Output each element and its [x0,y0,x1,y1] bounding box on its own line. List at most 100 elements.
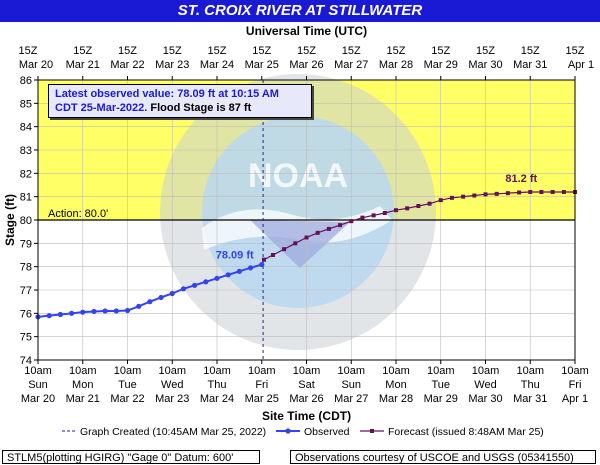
forecast-point [438,198,443,203]
cdt-tick-time: 10am [248,365,276,377]
legend: Graph Created (10:45AM Mar 25, 2022) Obse… [62,426,544,438]
forecast-point [505,191,510,196]
forecast-point [360,215,365,220]
forecast-point [338,223,343,228]
legend-created-label: Graph Created (10:45AM Mar 25, 2022) [80,426,266,438]
utc-tick-date: Mar 28 [379,59,413,71]
cdt-tick-day: Sun [341,379,361,391]
cdt-tick-time: 10am [114,365,142,377]
observed-point [57,311,63,318]
cdt-tick-date: Mar 31 [513,393,547,405]
observation-line-1: Latest observed value: 78.09 ft at 10:15… [55,88,279,100]
utc-tick-date: Mar 23 [155,59,189,71]
y-tick-label: 77 [20,285,32,297]
forecast-point [449,195,454,200]
utc-tick-label: 15Z [163,45,182,57]
cdt-tick-date: Mar 26 [289,393,323,405]
forecast-point [494,191,499,196]
utc-tick-date: Mar 24 [200,59,234,71]
y-tick-label: 78 [20,262,32,274]
observed-point [247,265,254,271]
footer-datum: STLM5(plotting HGIRG) "Gage 0" Datum: 60… [2,450,260,464]
observed-point [102,308,108,314]
cdt-tick-time: 10am [69,365,97,377]
forecast-point [304,235,309,240]
utc-tick-label: 15Z [118,45,137,57]
y-tick-label: 76 [20,308,32,320]
forecast-point [315,230,320,235]
cdt-tick-time: 10am [472,365,500,377]
observed-point [169,290,175,297]
cdt-tick-time: 10am [293,365,321,377]
legend-forecast-label: Forecast (issued 8:48AM Mar 25) [388,426,544,438]
watermark-inner-disc [202,116,394,308]
forecast-point [427,201,432,206]
legend-observed-label: Observed [304,426,350,438]
observed-point [91,308,97,315]
cdt-tick-day: Wed [161,379,183,391]
observed-point [46,313,52,319]
y-tick-label: 82 [20,168,32,180]
cdt-tick-date: Mar 27 [334,393,368,405]
footer-credit: Observations courtesy of USCOE and USGS … [290,450,596,464]
observed-point [180,286,187,292]
utc-tick-date: Mar 31 [513,59,547,71]
observed-value-label: 78.09 ft [216,250,254,262]
latest-observation-box: Latest observed value: 78.09 ft at 10:15… [48,84,312,118]
observed-point [203,279,209,285]
watermark-text: NOAA [248,157,348,195]
forecast-point [326,226,331,231]
cdt-tick-time: 10am [337,365,365,377]
utc-tick-date: Mar 25 [245,59,279,71]
forecast-value-label: 81.2 ft [505,173,537,185]
axes: 74 75 76 77 78 79 80 81 82 83 84 85 86 Stage (ft) Univ… [3,24,594,423]
cdt-tick-day: Fri [255,379,268,391]
forecast-point [517,190,522,195]
action-stage-label: Action: 80.0' [48,208,108,220]
forecast-point [270,253,275,257]
forecast-point [371,213,376,218]
flood-stage-text: Flood Stage is 87 ft [150,102,252,114]
cdt-tick-date: Mar 30 [468,393,502,405]
cdt-tick-day: Tue [431,379,450,391]
forecast-point [416,204,421,208]
y-tick-label: 79 [20,238,32,250]
observed-point [214,275,220,281]
watermark-gull [250,220,350,268]
forecast-point [461,194,466,199]
legend-observed-marker [285,428,291,434]
observed-point [236,268,242,274]
y-tick-label: 81 [20,192,32,204]
utc-tick-label: 15Z [566,45,585,57]
utc-tick-label: 15Z [73,45,92,57]
cdt-tick-day: Thu [521,379,540,391]
forecast-point [528,190,533,194]
cdt-tick-day: Mon [72,379,93,391]
utc-tick-label: 15Z [208,45,227,57]
y-tick-label: 85 [20,98,32,110]
cdt-tick-date: Mar 21 [66,393,100,405]
y-tick-label: 74 [20,355,32,367]
cdt-tick-time: 10am [158,365,186,377]
utc-tick-date: Apr 1 [568,59,594,71]
utc-tick-label: 15Z [342,45,361,57]
y-tick-label: 84 [20,122,32,134]
cdt-tick-time: 10am [427,365,455,377]
cdt-tick-day: Mon [385,379,406,391]
forecast-point [561,190,566,194]
cdt-tick-time: 10am [382,365,410,377]
y-tick-label: 75 [20,332,32,344]
utc-tick-label: 15Z [19,45,38,57]
utc-tick-date: Mar 30 [468,59,502,71]
observed-point [113,308,119,314]
observed-point [80,309,86,315]
forecast-point [472,193,477,198]
forecast-point [550,190,555,194]
cdt-tick-day: Sun [28,379,48,391]
cdt-tick-day: Wed [474,379,496,391]
utc-tick-date: Mar 22 [110,59,144,71]
utc-tick-label: 15Z [431,45,450,57]
forecast-point [382,211,387,215]
utc-tick-date: Mar 27 [334,59,368,71]
